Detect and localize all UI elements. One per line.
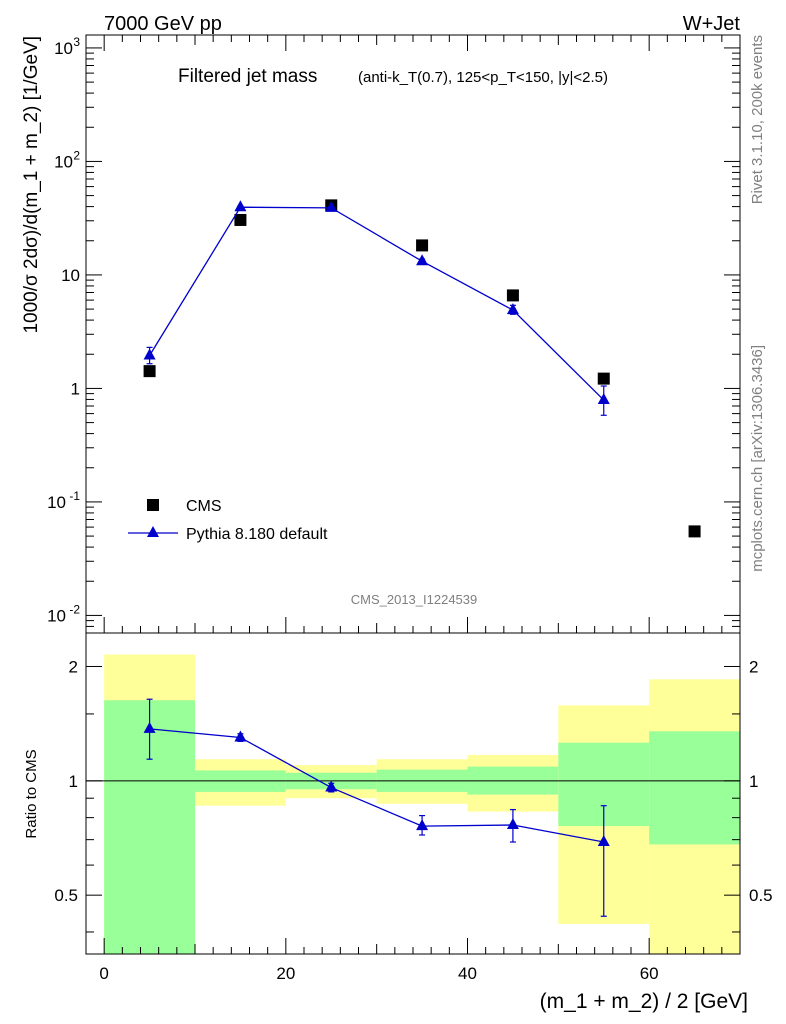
main-y-tick-label-0: 10 bbox=[47, 606, 66, 625]
mcplots-label: mcplots.cern.ch [arXiv:1306.3436] bbox=[749, 345, 766, 572]
ratio-y-tick-label-0: 0.5 bbox=[54, 886, 78, 905]
pythia-point-4 bbox=[506, 303, 519, 315]
cms-point-3 bbox=[416, 239, 429, 252]
ratio-marks bbox=[86, 654, 740, 954]
ratio-band-inner-6 bbox=[649, 731, 740, 845]
ratio-y-tick-label-right-0: 0.5 bbox=[749, 886, 773, 905]
legend-pythia-label: Pythia 8.180 default bbox=[186, 526, 328, 543]
main-frame bbox=[85, 34, 741, 634]
x-tick-label-0: 0 bbox=[99, 964, 108, 983]
cms-point-0 bbox=[143, 365, 156, 378]
ratio-y-tick-label-2: 2 bbox=[69, 657, 78, 676]
y-axis-label: 1000/σ 2dσ)/d(m_1 + m_2) [1/GeV] bbox=[21, 36, 42, 334]
ratio-point-2 bbox=[325, 780, 338, 792]
cms-point-4 bbox=[506, 289, 519, 302]
ratio-y-tick-label-right-1: 1 bbox=[749, 772, 758, 791]
cms-point-5 bbox=[597, 372, 610, 385]
legend: CMS Pythia 8.180 default bbox=[128, 498, 328, 543]
main-y-tick-exp-1: -1 bbox=[69, 489, 80, 503]
pythia-point-1 bbox=[234, 200, 247, 212]
legend-pythia-marker bbox=[147, 526, 159, 537]
pythia-point-5 bbox=[597, 393, 610, 405]
ratio-y-tick-label-right-2: 2 bbox=[749, 657, 758, 676]
legend-cms-label: CMS bbox=[186, 498, 222, 515]
ratio-axes: 0.5 0.51 12 20 20 40 60 bbox=[54, 657, 772, 983]
ratio-panel: 0.5 0.51 12 20 20 40 60 Ratio to CMS (m_1 + m_… bbox=[23, 632, 773, 1013]
main-marks bbox=[143, 199, 701, 538]
ratio-point-1 bbox=[234, 730, 247, 742]
ratio-point-4 bbox=[506, 818, 519, 830]
cms-point-6 bbox=[688, 525, 701, 538]
ratio-point-5 bbox=[597, 835, 610, 847]
x-axis-label: (m_1 + m_2) / 2 [GeV] bbox=[540, 990, 748, 1013]
energy-label: 7000 GeV pp bbox=[104, 13, 222, 35]
main-y-tick-exp-0: -2 bbox=[69, 602, 80, 616]
x-tick-label-2: 40 bbox=[458, 964, 477, 983]
ratio-point-3 bbox=[416, 819, 429, 831]
ratio-y-axis-label: Ratio to CMS bbox=[23, 749, 40, 838]
main-y-tick-label-2: 1 bbox=[71, 379, 80, 398]
ratio-point-0 bbox=[143, 721, 156, 733]
ratio-y-tick-label-1: 1 bbox=[69, 772, 78, 791]
pythia-point-0 bbox=[143, 348, 156, 360]
process-label: W+Jet bbox=[683, 13, 741, 35]
chart-title-cuts: (anti-k_T(0.7), 125<p_T<150, |y|<2.5) bbox=[358, 69, 608, 86]
analysis-id: CMS_2013_I1224539 bbox=[351, 592, 478, 607]
ratio-line bbox=[149, 728, 604, 843]
cms-point-1 bbox=[234, 213, 247, 226]
pythia-point-2 bbox=[325, 200, 338, 212]
x-tick-label-1: 20 bbox=[276, 964, 295, 983]
rivet-label: Rivet 3.1.10, 200k events bbox=[749, 35, 766, 204]
legend-cms-marker bbox=[147, 499, 159, 511]
main-y-tick-label-5: 10 bbox=[54, 39, 73, 58]
x-tick-label-3: 60 bbox=[640, 964, 659, 983]
pythia-point-3 bbox=[416, 254, 429, 266]
main-y-tick-label-4: 10 bbox=[54, 152, 73, 171]
pythia-line bbox=[149, 206, 605, 401]
main-y-tick-label-3: 10 bbox=[61, 266, 80, 285]
main-y-tick-label-1: 10 bbox=[47, 493, 66, 512]
main-y-tick-exp-4: 2 bbox=[73, 148, 80, 162]
chart-title: Filtered jet mass bbox=[178, 66, 317, 87]
main-y-tick-exp-5: 3 bbox=[73, 35, 80, 49]
